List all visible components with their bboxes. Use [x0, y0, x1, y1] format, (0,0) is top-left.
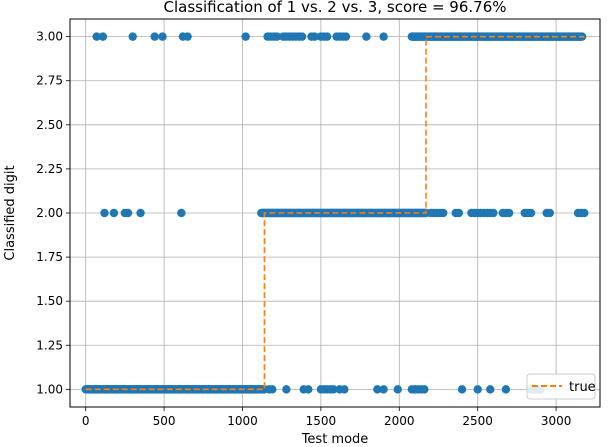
data-point [545, 208, 555, 218]
data-point [379, 32, 388, 41]
data-point [379, 385, 388, 394]
data-point [136, 208, 145, 218]
data-point [98, 32, 108, 41]
x-tick-label: 1000 [227, 414, 258, 428]
y-axis-label: Classified digit [3, 165, 18, 260]
data-point [123, 208, 133, 218]
x-axis-label: Test mode [301, 432, 369, 447]
axes-frame [69, 18, 601, 408]
data-point [310, 32, 319, 41]
data-point [489, 208, 498, 218]
data-point [373, 385, 382, 394]
data-point [438, 208, 448, 218]
data-point [282, 385, 291, 394]
y-tick-label: 1.50 [36, 294, 63, 308]
data-point [473, 385, 482, 394]
data-point [304, 385, 313, 394]
plot-area [81, 32, 589, 394]
y-tick-label: 2.25 [36, 162, 63, 176]
data-point [340, 385, 349, 394]
x-tick-label: 3000 [541, 414, 572, 428]
y-tick-label: 3.00 [36, 30, 63, 44]
data-point [501, 385, 511, 394]
y-tick-label: 1.25 [36, 338, 63, 352]
y-tick-label: 1.00 [36, 382, 63, 396]
x-tick-label: 2500 [462, 414, 493, 428]
data-point [329, 385, 338, 394]
data-point [158, 32, 167, 41]
data-point [526, 208, 536, 218]
data-point [504, 208, 514, 218]
y-tick-label: 2.00 [36, 206, 63, 220]
data-point [486, 385, 495, 394]
data-point [150, 32, 159, 41]
chart-title: Classification of 1 vs. 2 vs. 3, score =… [163, 0, 506, 16]
data-point [268, 385, 277, 394]
data-point [362, 32, 371, 41]
data-point [177, 208, 186, 218]
x-tick-label: 1500 [306, 414, 337, 428]
data-point [128, 32, 137, 41]
true-line [85, 35, 585, 391]
axis-ticks: 0 500 1000 1500 2000 2500 3000 1.00 1.25 1.50 1.75… [36, 30, 571, 428]
y-tick-label: 1.75 [36, 250, 63, 264]
x-tick-label: 0 [82, 414, 90, 428]
x-tick-label: 500 [153, 414, 176, 428]
data-point [297, 32, 307, 41]
data-point [183, 32, 192, 41]
y-tick-label: 2.75 [36, 74, 63, 88]
data-point [272, 32, 282, 41]
legend-label-true: true [569, 380, 596, 395]
y-tick-label: 2.50 [36, 118, 63, 132]
data-point [92, 32, 101, 41]
data-point [454, 208, 464, 218]
data-point [322, 32, 332, 41]
data-point [241, 32, 250, 41]
legend: true [526, 373, 596, 400]
data-point [457, 385, 467, 394]
data-point [341, 32, 351, 41]
data-point [393, 385, 402, 394]
x-tick-label: 2000 [384, 414, 415, 428]
data-point [420, 385, 429, 394]
data-point [580, 208, 589, 218]
data-point [100, 208, 109, 218]
data-point [109, 208, 119, 218]
